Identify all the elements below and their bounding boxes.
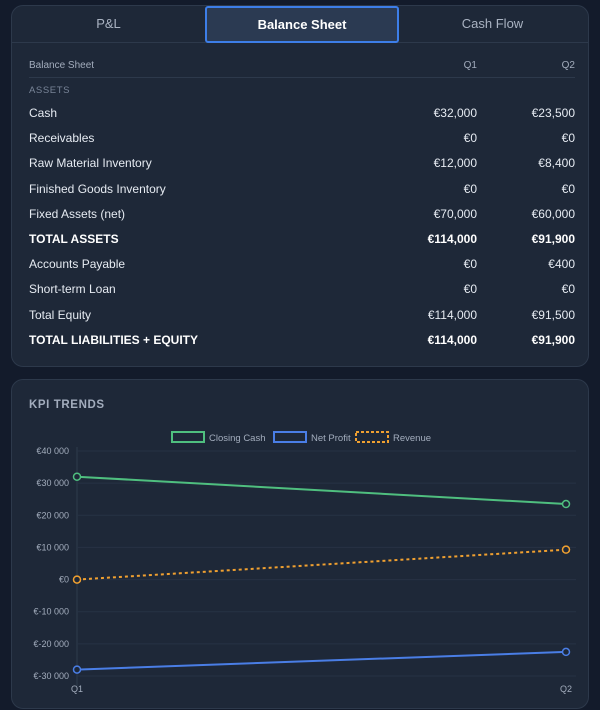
table-header: Balance Sheet Q1 Q2	[29, 51, 575, 78]
data-point[interactable]	[561, 647, 571, 657]
data-point[interactable]	[561, 545, 571, 554]
table-row: TOTAL LIABILITIES + EQUITY €114,000 €91,90…	[29, 327, 575, 352]
series-line	[76, 475, 567, 506]
y-tick-label: €0	[59, 575, 69, 585]
row-label: Total Equity	[29, 307, 92, 322]
section-assets: ASSETS	[29, 78, 575, 100]
row-q1-value: €114,000	[427, 231, 477, 246]
report-tabs: P&L Balance Sheet Cash Flow	[12, 6, 588, 43]
row-q2-value: €8,400	[538, 156, 575, 171]
legend-swatch	[355, 431, 389, 443]
kpi-line-chart: €40 000 €30 000 €20 000 €10 000 €0 €-10 000 €-…	[33, 431, 576, 694]
table-row: Accounts Payable €0 €400	[29, 251, 575, 276]
row-q1-value: €12,000	[433, 156, 477, 171]
y-tick-label: €30 000	[36, 478, 69, 488]
data-point[interactable]	[72, 665, 82, 674]
row-label: TOTAL ASSETS	[29, 231, 119, 246]
balance-sheet-card: P&L Balance Sheet Cash Flow Balance Shee…	[11, 5, 589, 367]
tab-pnl[interactable]: P&L	[96, 16, 121, 31]
balance-sheet-table: Balance Sheet Q1 Q2 ASSETS Cash €32,000 €2…	[29, 51, 575, 352]
row-label: Accounts Payable	[29, 257, 126, 272]
header-q2: Q2	[561, 60, 575, 71]
tab-cash-flow[interactable]: Cash Flow	[461, 16, 524, 31]
y-tick-label: €-20 000	[33, 639, 69, 649]
data-point[interactable]	[72, 575, 82, 584]
row-q2-value: €91,900	[531, 231, 575, 246]
row-q2-value: €0	[561, 181, 575, 196]
kpi-trends-card: KPI TRENDS €40 000 €30 000 €20 000 €10 000 €…	[11, 379, 589, 709]
row-q1-value: €0	[463, 181, 477, 196]
table-row: Fixed Assets (net) €70,000 €60,000	[29, 201, 575, 226]
row-q1-value: €0	[463, 282, 477, 297]
y-tick-label: €-30 000	[33, 671, 69, 681]
table-row: TOTAL ASSETS €114,000 €91,900	[29, 226, 575, 251]
row-q1-value: €114,000	[427, 307, 477, 322]
table-row: Total Equity €114,000 €91,500	[29, 302, 575, 327]
tab-balance-sheet[interactable]: Balance Sheet	[205, 6, 399, 43]
kpi-title: KPI TRENDS	[29, 399, 105, 411]
row-label: Receivables	[29, 131, 95, 146]
row-q1-value: €0	[463, 257, 477, 272]
table-row: Short-term Loan €0 €0	[29, 276, 575, 301]
table-row: Receivables €0 €0	[29, 125, 575, 150]
y-tick-label: €-10 000	[33, 607, 69, 617]
legend-label[interactable]: Net Profit	[311, 433, 351, 444]
row-q2-value: €400	[548, 257, 575, 272]
table-body: Cash €32,000 €23,500 Receivables €0 €0 Raw Mat…	[29, 100, 575, 352]
legend-swatch	[171, 431, 205, 443]
data-point[interactable]	[561, 499, 571, 509]
row-label: TOTAL LIABILITIES + EQUITY	[29, 332, 199, 347]
row-label: Fixed Assets (net)	[29, 206, 126, 221]
y-tick-label: €40 000	[36, 446, 69, 456]
row-label: Short-term Loan	[29, 282, 116, 297]
x-tick-label: Q2	[560, 684, 572, 694]
row-q2-value: €91,900	[531, 332, 575, 347]
row-q1-value: €32,000	[433, 106, 477, 120]
header-q1: Q1	[463, 60, 477, 71]
y-tick-label: €20 000	[36, 510, 69, 520]
y-tick-label: €10 000	[36, 542, 69, 552]
row-q2-value: €0	[561, 131, 575, 146]
section-assets-label: ASSETS	[29, 85, 71, 96]
row-q2-value: €60,000	[531, 206, 575, 221]
row-label: Raw Material Inventory	[29, 156, 152, 171]
row-q1-value: €70,000	[433, 206, 477, 221]
row-label: Cash	[29, 106, 58, 120]
x-tick-label: Q1	[71, 684, 83, 694]
series-line	[76, 650, 567, 671]
table-row: Raw Material Inventory €12,000 €8,400	[29, 150, 575, 175]
legend-label[interactable]: Closing Cash	[209, 433, 266, 444]
legend-swatch	[273, 431, 307, 443]
table-row: Cash €32,000 €23,500	[29, 100, 575, 125]
row-q1-value: €114,000	[427, 332, 477, 347]
row-q2-value: €23,500	[531, 106, 575, 120]
header-label: Balance Sheet	[29, 60, 95, 71]
legend-label[interactable]: Revenue	[393, 433, 431, 444]
row-q2-value: €91,500	[531, 307, 575, 322]
series-line	[76, 548, 567, 581]
table-row: Finished Goods Inventory €0 €0	[29, 176, 575, 201]
row-q2-value: €0	[561, 282, 575, 297]
row-q1-value: €0	[463, 131, 477, 146]
row-label: Finished Goods Inventory	[29, 181, 166, 196]
data-point[interactable]	[72, 472, 82, 481]
